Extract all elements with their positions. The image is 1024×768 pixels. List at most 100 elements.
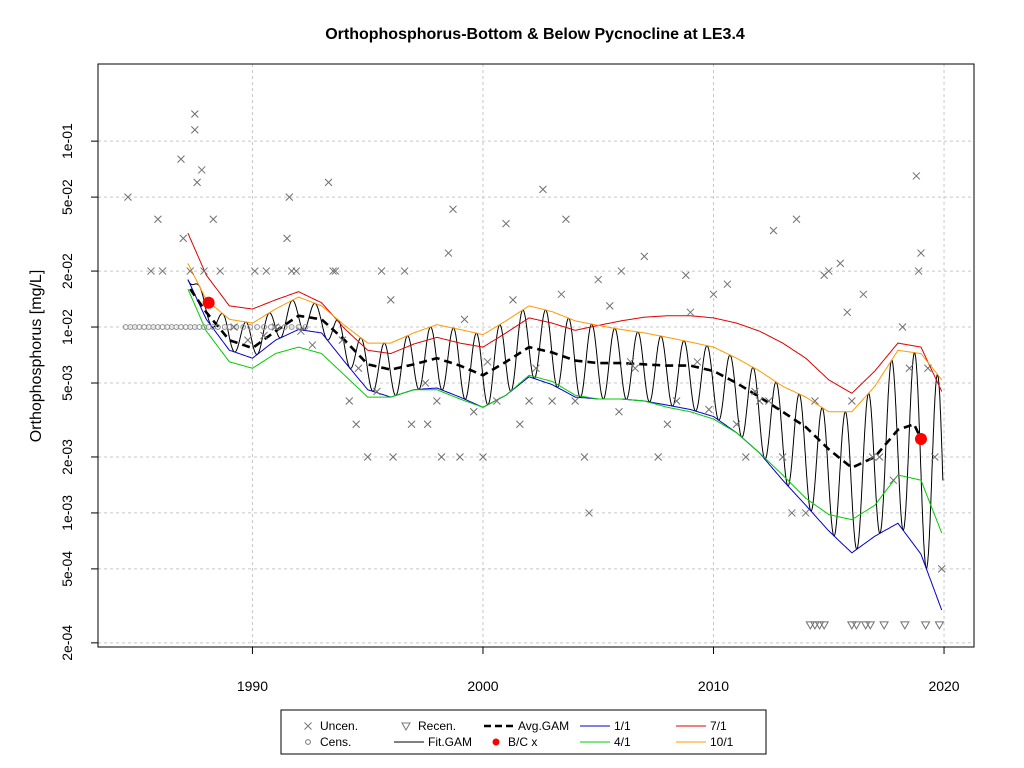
y-axis-label: Orthophosphorus [mg/L]	[28, 270, 45, 443]
point-uncensored	[190, 126, 199, 134]
point-uncensored	[407, 420, 416, 429]
legend: Uncen. Recen. Avg.GAM 1/1 7/1 Cens. Fit.GAM B/C…	[280, 709, 767, 755]
point-uncensored	[605, 301, 614, 310]
y-tick-label: 5e-03	[59, 365, 75, 401]
point-uncensored	[847, 397, 856, 405]
point-uncensored	[615, 407, 623, 416]
point-recensored	[846, 621, 857, 630]
point-uncensored	[525, 397, 533, 405]
point-uncensored	[755, 397, 764, 405]
point-uncensored	[492, 397, 501, 405]
point-uncensored	[709, 290, 718, 299]
point-recensored	[860, 621, 871, 630]
point-censored	[302, 324, 309, 330]
legend-label: Fit.GAM	[428, 735, 472, 749]
point-uncensored	[585, 509, 593, 517]
point-uncensored	[631, 364, 639, 373]
point-uncensored	[626, 357, 635, 366]
chart-title: Orthophosphorus-Bottom & Below Pycnoclin…	[325, 26, 745, 43]
point-uncensored	[285, 193, 294, 201]
legend-label: 1/1	[614, 719, 631, 733]
y-axis: 2e-04 5e-04 1e-03 2e-03 5e-03 1e-02 2e-02 5e-02…	[59, 123, 98, 661]
point-uncensored	[250, 267, 259, 275]
point-recensored	[920, 621, 931, 630]
point-censored	[261, 324, 267, 330]
legend-label: Recen.	[418, 719, 456, 733]
point-uncensored	[640, 252, 649, 261]
point-uncensored	[898, 323, 907, 331]
point-uncensored	[792, 215, 801, 224]
legend-label: 4/1	[614, 735, 631, 749]
point-uncensored	[449, 205, 457, 214]
point-recensored	[810, 621, 820, 630]
point-censored	[226, 324, 233, 330]
point-uncensored	[338, 336, 347, 345]
point-uncensored	[788, 509, 796, 517]
point-uncensored	[681, 271, 690, 280]
point-uncensored	[751, 387, 759, 396]
point-uncensored	[460, 315, 469, 324]
point-recensored	[814, 621, 825, 630]
point-uncensored	[363, 453, 372, 461]
point-uncensored	[532, 364, 540, 373]
point-uncensored	[889, 476, 898, 485]
point-uncensored	[868, 453, 877, 461]
point-recensored	[934, 621, 945, 630]
y-tick-label: 2e-04	[59, 625, 75, 661]
point-uncensored	[548, 397, 556, 405]
point-uncensored	[502, 219, 510, 228]
legend-label: Cens.	[320, 735, 351, 749]
point-uncensored	[444, 249, 453, 257]
point-uncensored	[663, 420, 672, 429]
y-tick-label: 5e-04	[59, 551, 75, 587]
point-recensored	[865, 621, 876, 630]
legend-item: 1/1	[580, 719, 631, 733]
point-uncensored	[271, 323, 280, 331]
point-uncensored	[693, 357, 702, 366]
point-uncensored	[914, 267, 923, 275]
point-uncensored	[200, 267, 208, 275]
point-uncensored	[283, 234, 291, 243]
legend-label: 7/1	[710, 719, 727, 733]
point-bc	[914, 432, 927, 445]
point-uncensored	[124, 193, 132, 201]
legend-item: 7/1	[676, 719, 727, 733]
point-uncensored	[937, 565, 946, 573]
point-uncensored	[557, 290, 566, 299]
point-uncensored	[193, 178, 201, 187]
point-uncensored	[329, 267, 337, 275]
y-tick-label: 1e-02	[59, 309, 75, 345]
point-uncensored	[905, 364, 914, 373]
legend-marker	[401, 722, 411, 732]
point-uncensored	[836, 259, 845, 268]
point-bc	[202, 296, 215, 309]
point-uncensored	[509, 296, 517, 304]
point-uncensored	[177, 155, 185, 164]
plot-series	[187, 232, 944, 611]
legend-item: B/C x	[492, 735, 537, 749]
legend-item: 10/1	[676, 735, 734, 749]
point-uncensored	[912, 172, 921, 180]
y-tick-label: 1e-01	[59, 123, 75, 159]
x-tick-label: 2010	[698, 678, 729, 694]
point-uncensored	[686, 308, 695, 317]
legend-box	[280, 709, 767, 755]
x-tick-label: 1990	[237, 678, 268, 694]
point-uncensored	[297, 327, 305, 336]
point-uncensored	[562, 215, 570, 224]
legend-marker	[304, 722, 312, 730]
point-uncensored	[423, 420, 432, 429]
point-uncensored	[594, 275, 603, 284]
point-uncensored	[769, 226, 778, 235]
point-uncensored	[741, 453, 750, 461]
series-avg-gam	[189, 288, 923, 470]
point-censored	[281, 324, 288, 330]
point-uncensored	[331, 267, 340, 275]
point-uncensored	[154, 215, 162, 224]
legend-item: Uncen.	[304, 719, 358, 733]
point-uncensored	[801, 509, 810, 517]
plot-points	[122, 110, 946, 630]
point-uncensored	[324, 178, 333, 187]
point-uncensored	[824, 267, 833, 275]
